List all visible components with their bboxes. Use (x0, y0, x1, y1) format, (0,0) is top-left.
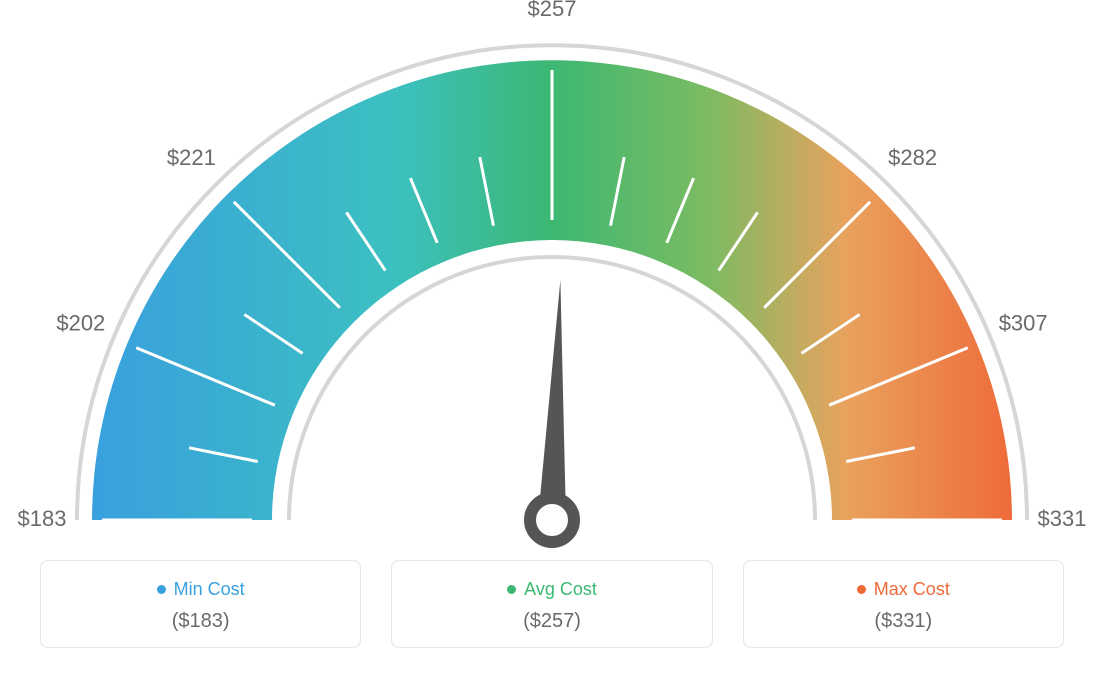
max-cost-label: Max Cost (857, 579, 950, 600)
gauge-tick-label: $221 (167, 145, 216, 170)
summary-cards: Min Cost ($183) Avg Cost ($257) Max Cost… (0, 560, 1104, 648)
gauge-tick-label: $183 (18, 506, 67, 531)
avg-cost-label: Avg Cost (507, 579, 597, 600)
gauge-tick-label: $202 (56, 311, 105, 336)
min-cost-label-text: Min Cost (174, 579, 245, 600)
gauge-tick-label: $282 (888, 145, 937, 170)
max-cost-value: ($331) (754, 610, 1053, 633)
avg-cost-card: Avg Cost ($257) (391, 560, 712, 648)
gauge-tick-label: $257 (528, 0, 577, 21)
max-cost-label-text: Max Cost (874, 579, 950, 600)
min-cost-label: Min Cost (157, 579, 245, 600)
avg-cost-value: ($257) (402, 610, 701, 633)
gauge-chart: $183 $202 $221 $257 $282 $307 $331 (0, 0, 1104, 560)
max-cost-card: Max Cost ($331) (743, 560, 1064, 648)
gauge-tick-label: $307 (999, 311, 1048, 336)
min-cost-value: ($183) (51, 610, 350, 633)
gauge-svg: $183 $202 $221 $257 $282 $307 $331 (0, 0, 1104, 560)
gauge-needle (538, 280, 566, 520)
dot-icon (157, 585, 166, 594)
dot-icon (857, 585, 866, 594)
dot-icon (507, 585, 516, 594)
avg-cost-label-text: Avg Cost (524, 579, 597, 600)
gauge-hub (530, 498, 574, 542)
min-cost-card: Min Cost ($183) (40, 560, 361, 648)
gauge-tick-label: $331 (1038, 506, 1087, 531)
